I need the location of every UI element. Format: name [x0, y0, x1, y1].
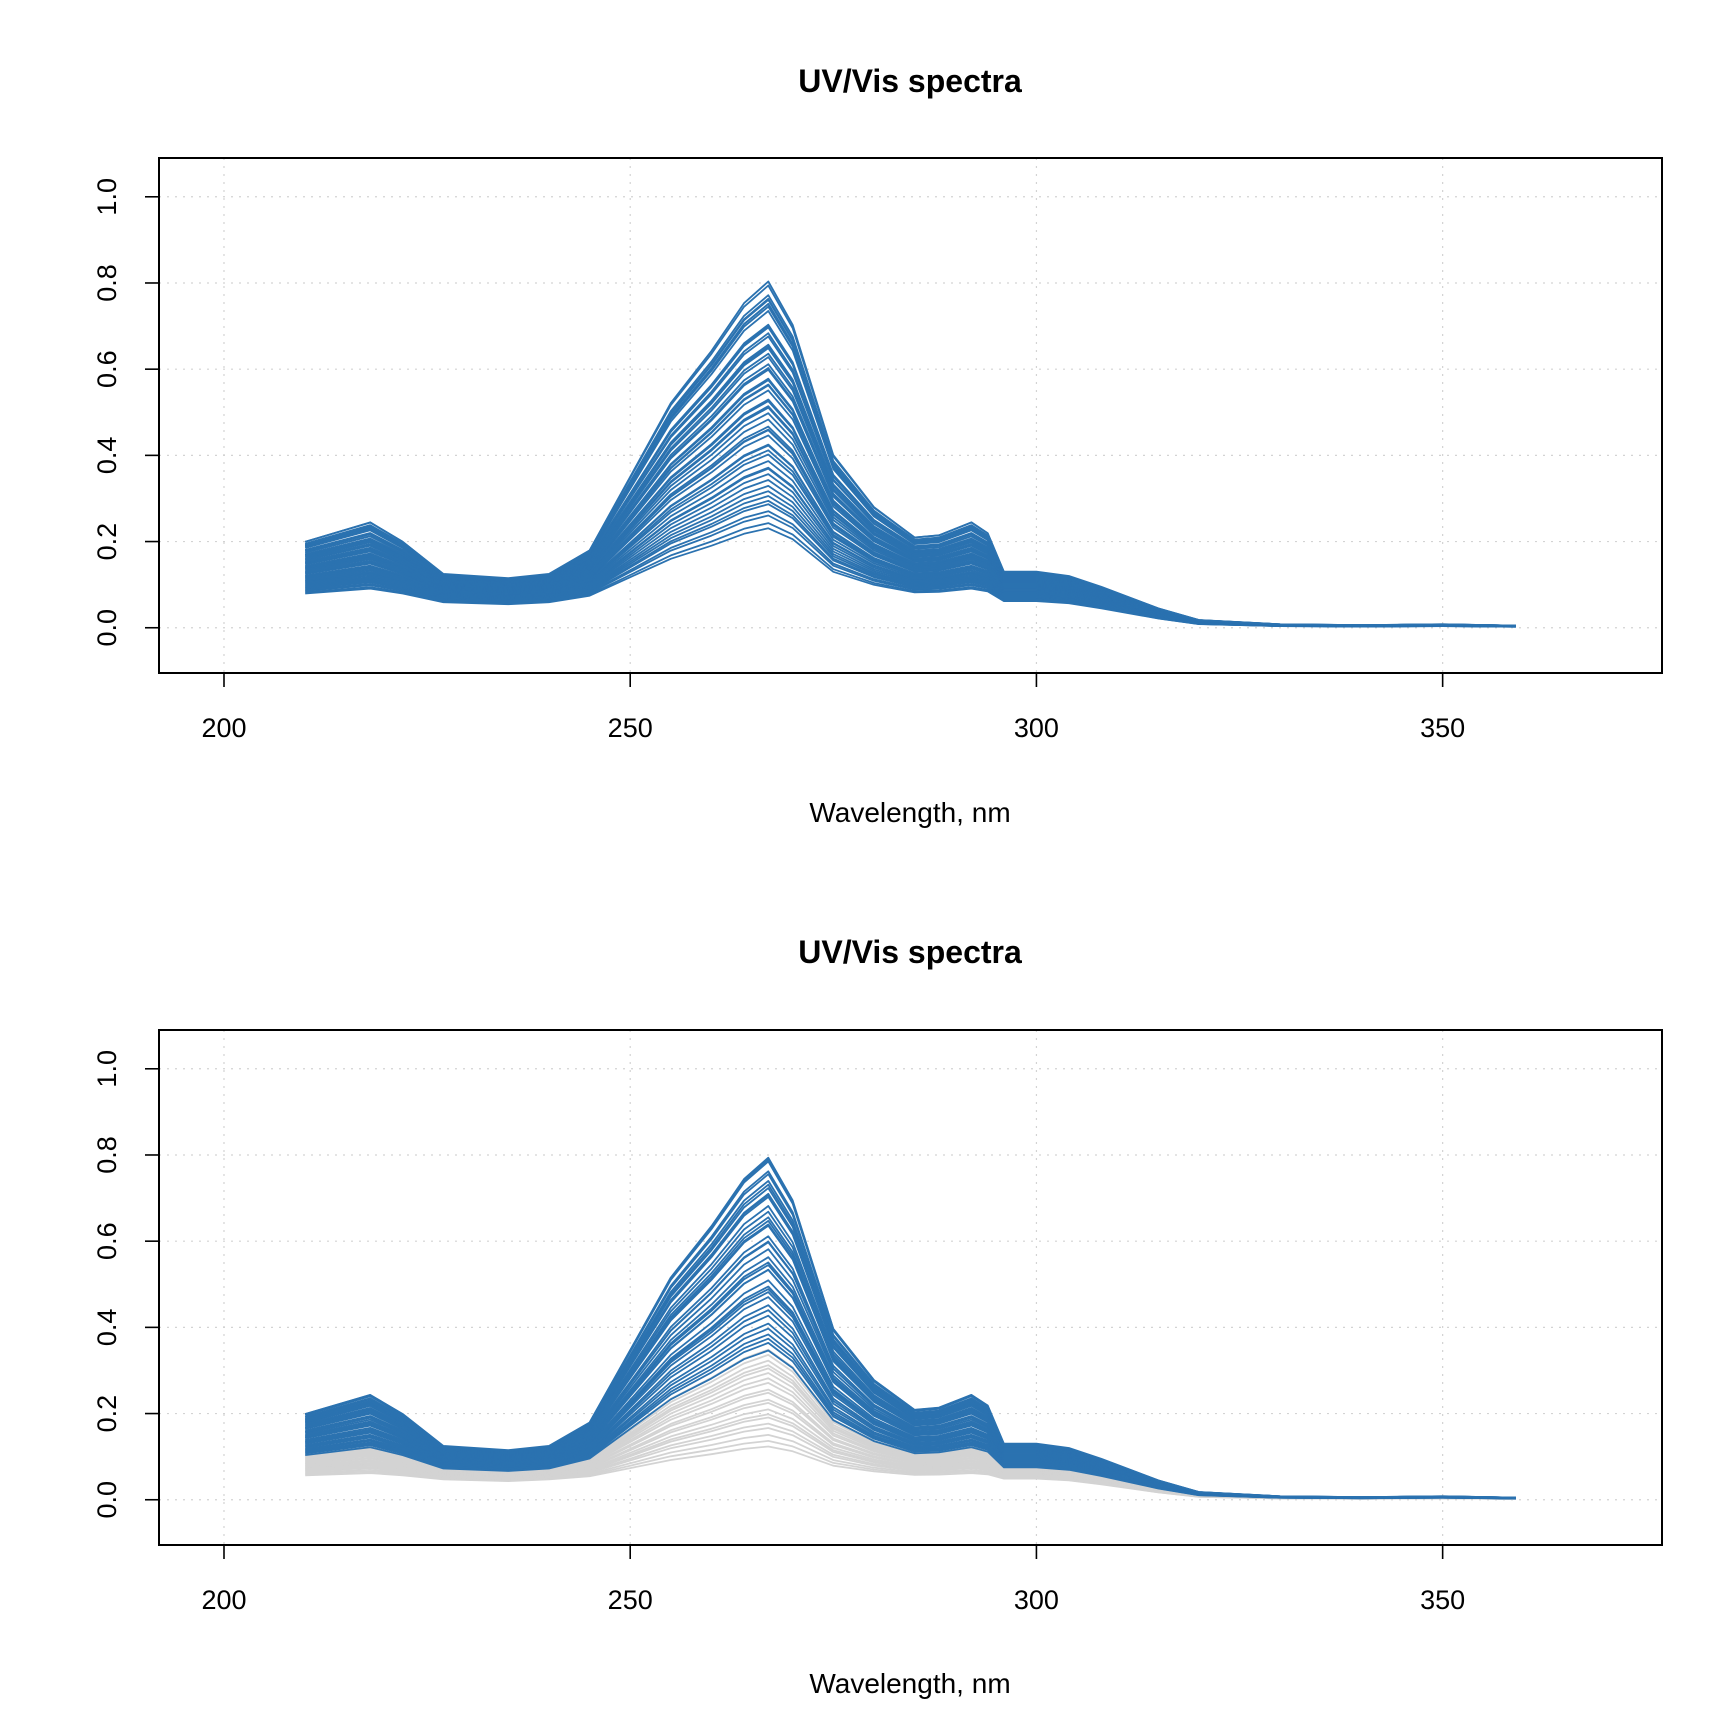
grid	[159, 1030, 1662, 1545]
x-axis-label: Wavelength, nm	[809, 797, 1010, 828]
x-axis: 200 250 300 350	[201, 672, 1465, 743]
spectra-panel-bottom: UV/Vis spectra 200 250 300 350 0.0 0.2 0.4 0.6…	[92, 934, 1663, 1699]
spectra-lines	[304, 1156, 1516, 1500]
x-tick-label: 350	[1420, 1585, 1465, 1615]
x-axis-label: Wavelength, nm	[809, 1668, 1010, 1699]
y-tick-label: 0.6	[92, 1222, 122, 1260]
y-tick-label: 0.4	[92, 437, 122, 475]
plot-frame	[158, 157, 1663, 674]
x-tick-label: 300	[1014, 1585, 1059, 1615]
spectrum-line	[304, 284, 1516, 627]
y-tick-label: 0.8	[92, 264, 122, 302]
y-tick-label: 1.0	[92, 1050, 122, 1088]
x-tick-label: 250	[608, 1585, 653, 1615]
spectra-lines	[304, 280, 1516, 628]
y-tick-label: 0.0	[92, 1481, 122, 1519]
y-tick-label: 0.4	[92, 1309, 122, 1347]
x-tick-label: 250	[608, 713, 653, 743]
y-axis: 0.0 0.2 0.4 0.6 0.8 1.0	[92, 178, 160, 647]
y-tick-label: 1.0	[92, 178, 122, 216]
x-tick-label: 300	[1014, 713, 1059, 743]
x-tick-label: 200	[201, 1585, 246, 1615]
spectrum-line	[304, 1158, 1516, 1499]
y-tick-label: 0.8	[92, 1136, 122, 1174]
y-tick-label: 0.2	[92, 523, 122, 561]
x-tick-label: 200	[201, 713, 246, 743]
y-tick-label: 0.2	[92, 1395, 122, 1433]
x-axis: 200 250 300 350	[201, 1544, 1465, 1615]
chart-title: UV/Vis spectra	[798, 934, 1022, 970]
y-tick-label: 0.6	[92, 350, 122, 388]
y-axis: 0.0 0.2 0.4 0.6 0.8 1.0	[92, 1050, 160, 1519]
grid	[159, 158, 1662, 673]
spectra-panel-top: UV/Vis spectra 200 250 300 350 0.0 0.2 0.4 0.6…	[92, 63, 1663, 828]
y-tick-label: 0.0	[92, 609, 122, 647]
x-tick-label: 350	[1420, 713, 1465, 743]
chart-title: UV/Vis spectra	[798, 63, 1022, 99]
